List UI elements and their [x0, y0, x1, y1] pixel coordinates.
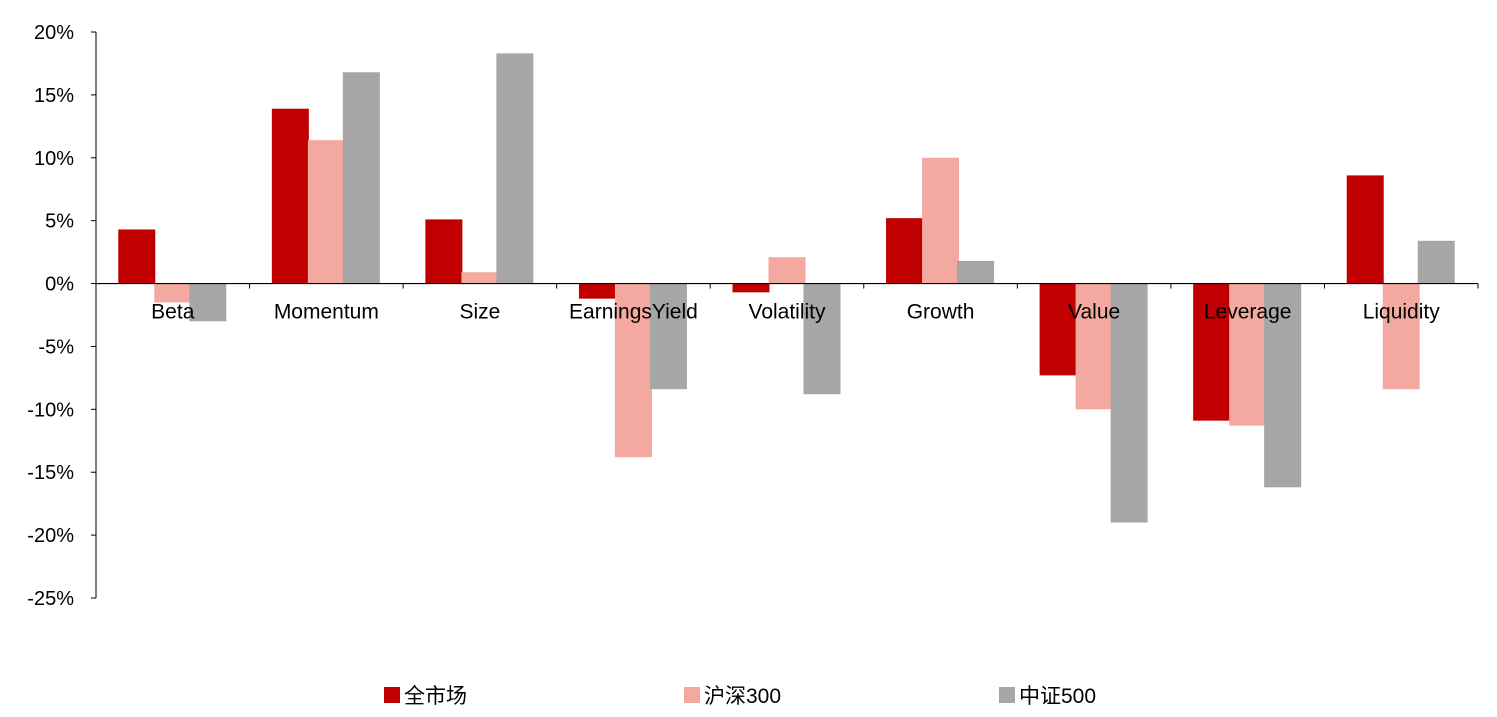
bar-liquidity-series-3 [1417, 240, 1455, 284]
bar-size-series-1 [425, 219, 463, 284]
y-axis: 20% 15% 10% 5% 0% -5% -10% -15% -20% -25% [27, 22, 97, 610]
x-category-label: Volatility [748, 301, 826, 324]
legend-swatch-all-market [384, 687, 400, 703]
y-tick-label: 20% [34, 22, 74, 44]
x-category-label: Leverage [1204, 301, 1292, 324]
bar-volatility-series-2 [768, 257, 806, 284]
bar-volatility-series-1 [732, 283, 770, 293]
bar-volatility-series-3 [803, 283, 841, 395]
y-tick-label: -5% [38, 336, 74, 358]
x-category-label: Growth [907, 301, 975, 324]
bar-beta-series-1 [118, 229, 156, 284]
bar-momentum-series-3 [342, 72, 380, 284]
y-tick-label: -25% [27, 588, 74, 610]
legend-label-csi500: 中证500 [1019, 685, 1097, 708]
bar-momentum-series-1 [271, 108, 309, 284]
legend-swatch-csi500 [999, 687, 1015, 703]
legend: 全市场 沪深300 中证500 [0, 676, 1497, 712]
x-category-label: Beta [151, 301, 195, 324]
legend-label-all-market: 全市场 [404, 685, 467, 708]
x-axis: Beta Momentum Size EarningsYield Volatility G… [95, 282, 1479, 324]
bar-leverage-series-1 [1193, 283, 1231, 421]
bar-liquidity-series-1 [1346, 175, 1384, 284]
x-category-label: Liquidity [1363, 301, 1441, 324]
bar-growth-series-1 [886, 218, 924, 284]
bar-leverage-series-3 [1264, 283, 1302, 488]
legend-item-csi300: 沪深300 [684, 680, 781, 710]
bar-value-series-1 [1039, 283, 1077, 376]
factor-exposure-chart: 20% 15% 10% 5% 0% -5% -10% -15% -20% -25% Beta Mom… [27, 22, 1479, 610]
x-category-label: Value [1068, 301, 1120, 324]
y-tick-label: -20% [27, 525, 74, 547]
bar-liquidity-series-2 [1382, 283, 1420, 390]
bar-leverage-series-2 [1229, 283, 1267, 426]
bar-growth-series-2 [922, 157, 960, 284]
legend-item-all-market: 全市场 [384, 680, 467, 710]
bar-value-series-2 [1075, 283, 1113, 410]
bar-beta-series-2 [154, 283, 192, 303]
bar-momentum-series-2 [307, 140, 345, 284]
bar-growth-series-3 [957, 260, 995, 284]
y-tick-label: 10% [34, 148, 74, 170]
legend-item-csi500: 中证500 [999, 680, 1096, 710]
x-category-label: Size [459, 301, 500, 324]
y-tick-label: -15% [27, 462, 74, 484]
y-tick-label: 5% [45, 211, 74, 233]
legend-label-csi300: 沪深300 [704, 685, 782, 708]
legend-swatch-csi300 [684, 687, 700, 703]
x-category-label: EarningsYield [569, 301, 698, 324]
y-tick-label: 15% [34, 85, 74, 107]
bar-beta-series-3 [189, 283, 227, 322]
y-tick-label: 0% [45, 274, 74, 296]
bar-value-series-3 [1110, 283, 1148, 523]
bars-layer [118, 53, 1455, 523]
bar-earningsyield-series-3 [649, 283, 687, 390]
bar-earningsyield-series-2 [614, 283, 652, 458]
y-tick-label: -10% [27, 399, 74, 421]
bar-size-series-3 [496, 53, 534, 284]
x-category-label: Momentum [274, 301, 379, 324]
bar-earningsyield-series-1 [578, 283, 616, 299]
bar-size-series-2 [461, 272, 499, 284]
